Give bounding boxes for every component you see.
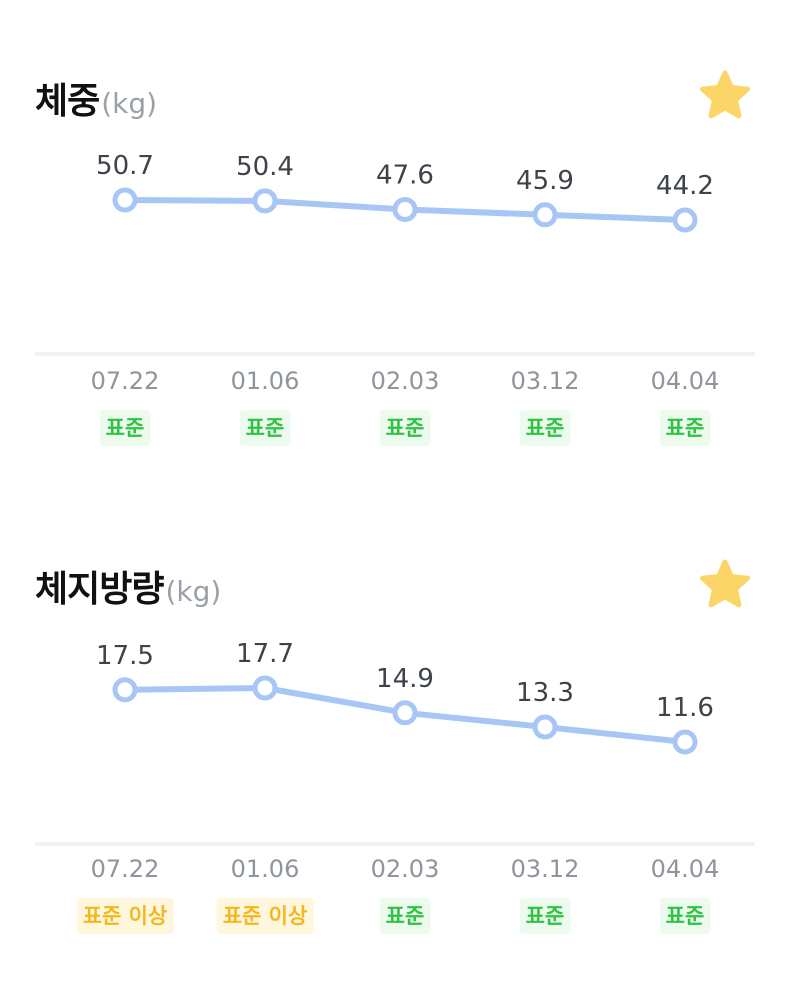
data-point[interactable] — [532, 202, 558, 228]
data-point[interactable] — [392, 197, 418, 222]
data-label: 17.7 — [236, 639, 294, 669]
data-point[interactable] — [672, 207, 698, 233]
data-label: 11.6 — [656, 693, 714, 723]
chart-title-row: 체지방량 (kg) — [35, 560, 221, 612]
data-label: 50.4 — [236, 152, 294, 182]
data-label: 50.7 — [96, 151, 154, 181]
data-label: 13.3 — [516, 678, 574, 708]
x-tick-label: 07.22 — [90, 855, 160, 883]
data-label: 44.2 — [656, 171, 714, 201]
body-fat-line-chart: 17.5 17.7 14.9 13.3 11.6 — [96, 639, 714, 755]
data-point[interactable] — [112, 677, 138, 703]
status-badge: 표준 — [519, 898, 571, 934]
x-tick-label: 02.03 — [370, 367, 440, 395]
status-badge: 표준 — [99, 410, 151, 446]
x-tick-label: 03.12 — [510, 855, 580, 883]
status-badge: 표준 — [379, 898, 431, 934]
data-label: 17.5 — [96, 641, 154, 671]
status-badge: 표준 — [239, 410, 291, 446]
data-point[interactable] — [252, 188, 278, 214]
x-tick-label: 04.04 — [650, 367, 720, 395]
chart-unit: (kg) — [165, 575, 222, 608]
status-badge: 표준 이상 — [76, 898, 174, 934]
data-point[interactable] — [252, 675, 278, 701]
x-tick-label: 01.06 — [230, 367, 300, 395]
data-point[interactable] — [672, 729, 698, 755]
data-point[interactable] — [112, 187, 138, 213]
data-label: 14.9 — [376, 664, 434, 694]
body-fat-section: 체지방량 (kg) 17.5 17.7 14.9 13.3 11.6 07.22 표준 이… — [0, 488, 806, 1000]
weight-section: 체중 (kg) 50.7 50.4 47.6 45.9 44.2 07.22 표준 01.0… — [0, 0, 806, 480]
chart-unit: (kg) — [101, 87, 158, 120]
data-point[interactable] — [532, 714, 558, 740]
status-badge: 표준 — [379, 410, 431, 446]
data-label: 45.9 — [516, 166, 574, 196]
star-icon[interactable] — [699, 70, 751, 122]
status-badge: 표준 — [659, 410, 711, 446]
x-tick-label: 07.22 — [90, 367, 160, 395]
chart-title: 체중 — [35, 81, 100, 122]
data-label: 47.6 — [376, 161, 434, 191]
chart-baseline — [35, 352, 755, 356]
chart-title: 체지방량 — [35, 569, 164, 610]
data-point[interactable] — [392, 700, 418, 726]
status-badge: 표준 — [519, 410, 571, 446]
chart-title-row: 체중 (kg) — [35, 72, 157, 124]
x-tick-label: 02.03 — [370, 855, 440, 883]
status-badge: 표준 — [659, 898, 711, 934]
chart-baseline — [35, 842, 755, 846]
status-badge: 표준 이상 — [216, 898, 314, 934]
weight-line-chart: 50.7 50.4 47.6 45.9 44.2 — [96, 151, 714, 233]
star-icon[interactable] — [699, 559, 751, 611]
x-tick-label: 01.06 — [230, 855, 300, 883]
x-tick-label: 04.04 — [650, 855, 720, 883]
x-tick-label: 03.12 — [510, 367, 580, 395]
